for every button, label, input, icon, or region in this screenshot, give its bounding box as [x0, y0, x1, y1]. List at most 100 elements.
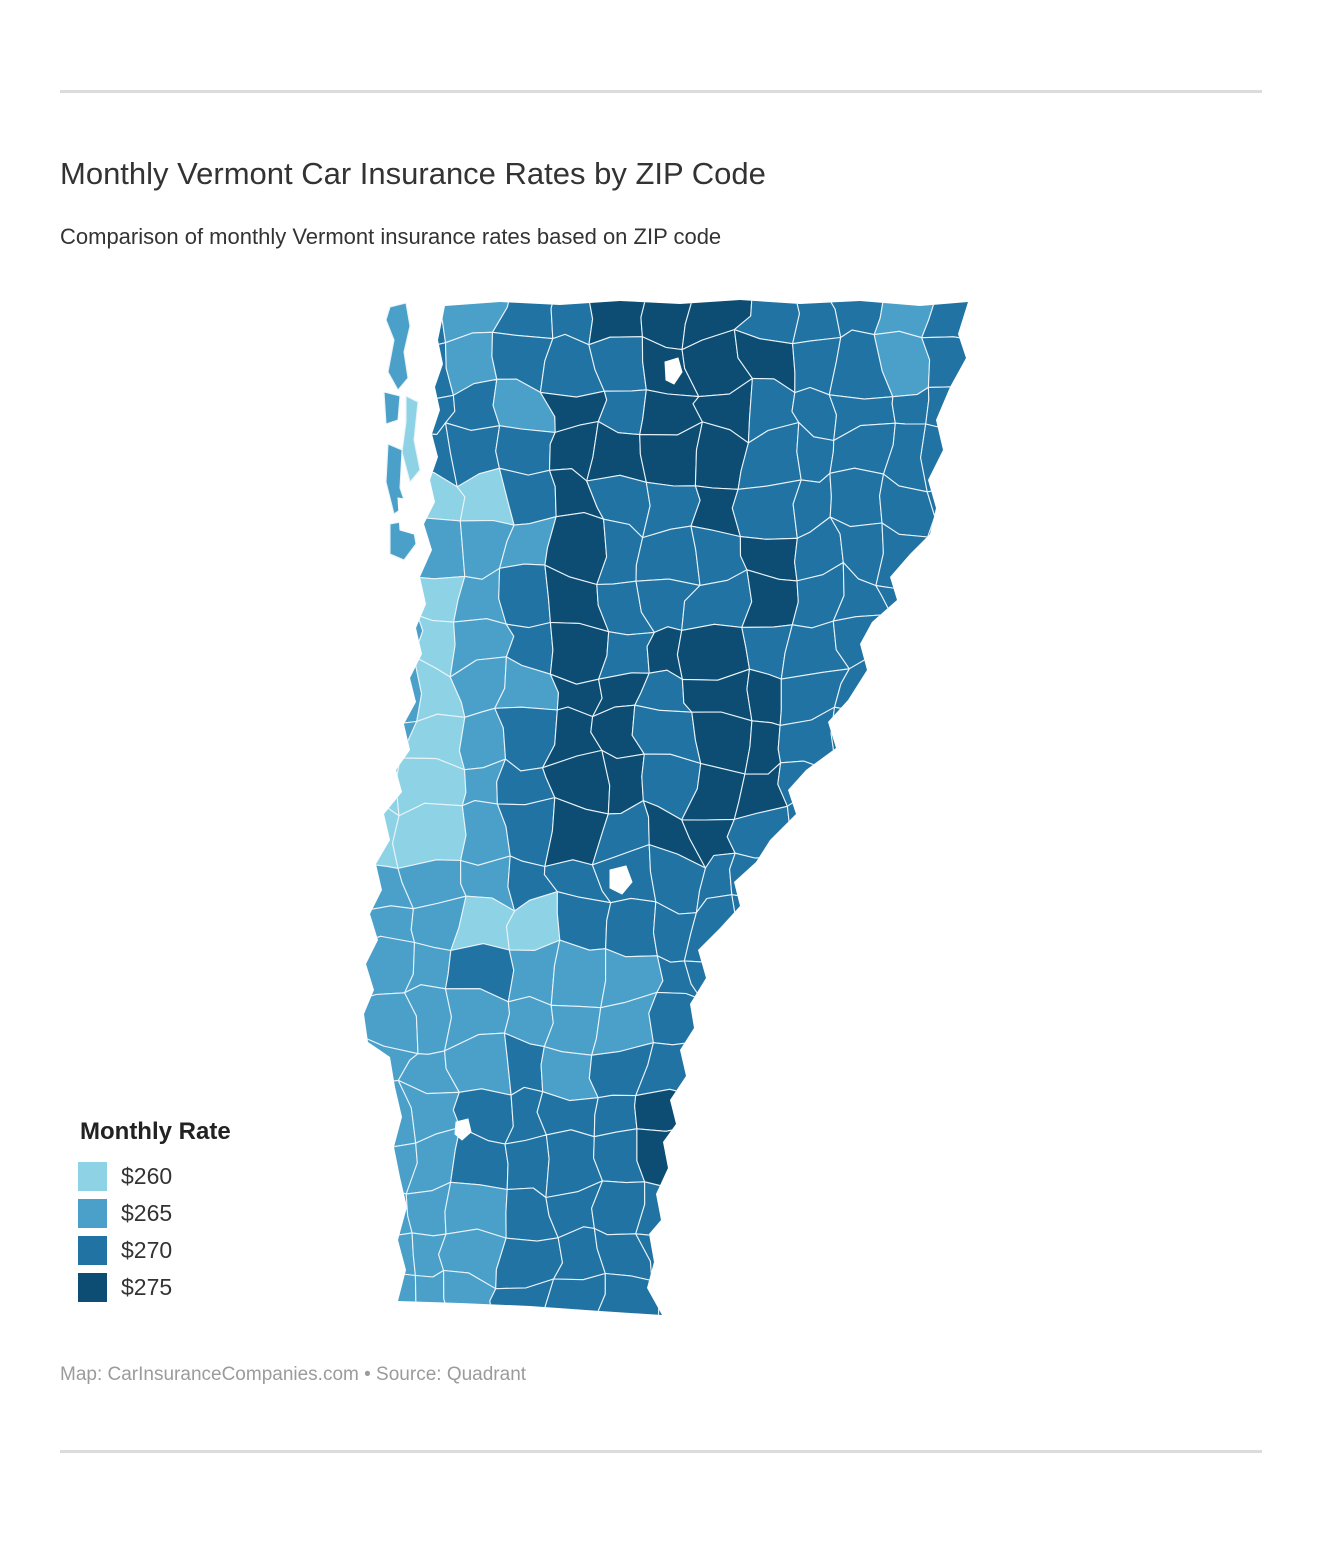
zip-region[interactable]: [880, 1137, 937, 1189]
zip-region[interactable]: [928, 1268, 980, 1327]
zip-region[interactable]: [731, 893, 790, 964]
zip-region[interactable]: [890, 1270, 939, 1328]
zip-region[interactable]: [878, 657, 944, 710]
zip-region[interactable]: [735, 1134, 790, 1189]
zip-region[interactable]: [491, 292, 557, 340]
zip-region[interactable]: [829, 467, 885, 528]
zip-region[interactable]: [830, 796, 881, 869]
island-region[interactable]: [383, 391, 401, 425]
zip-region[interactable]: [925, 863, 980, 913]
island-region[interactable]: [401, 395, 421, 483]
zip-region[interactable]: [935, 1174, 980, 1244]
zip-region[interactable]: [734, 1034, 792, 1091]
zip-region[interactable]: [788, 1186, 840, 1242]
zip-region[interactable]: [925, 380, 980, 432]
zip-region[interactable]: [689, 1089, 750, 1138]
zip-region[interactable]: [927, 514, 980, 584]
zip-region[interactable]: [876, 889, 941, 959]
zip-region[interactable]: [778, 1037, 843, 1088]
zip-region[interactable]: [830, 756, 894, 811]
zip-region[interactable]: [889, 613, 926, 667]
zip-region[interactable]: [735, 1179, 795, 1242]
zip-region[interactable]: [734, 1081, 786, 1141]
zip-region[interactable]: [634, 1088, 705, 1132]
zip-region[interactable]: [826, 890, 892, 964]
zip-region[interactable]: [686, 1235, 756, 1289]
zip-region[interactable]: [832, 987, 882, 1050]
zip-region[interactable]: [828, 1178, 893, 1245]
zip-region[interactable]: [781, 856, 837, 906]
zip-region[interactable]: [544, 1272, 606, 1328]
zip-region[interactable]: [925, 757, 980, 819]
zip-region[interactable]: [696, 1040, 754, 1099]
zip-region[interactable]: [887, 1082, 935, 1146]
zip-region[interactable]: [830, 704, 894, 774]
zip-region[interactable]: [924, 576, 980, 633]
zip-region[interactable]: [790, 1231, 844, 1288]
zip-region[interactable]: [729, 852, 790, 899]
zip-region[interactable]: [779, 1125, 833, 1189]
zip-region[interactable]: [827, 1126, 898, 1188]
zip-region[interactable]: [935, 703, 980, 773]
vermont-choropleth-map[interactable]: [360, 292, 980, 1327]
zip-region[interactable]: [874, 863, 932, 894]
zip-region[interactable]: [921, 292, 980, 342]
zip-region[interactable]: [876, 947, 941, 1001]
zip-region[interactable]: [790, 1282, 848, 1328]
island-region[interactable]: [385, 302, 411, 391]
zip-region[interactable]: [934, 944, 980, 1000]
zip-region[interactable]: [919, 1126, 980, 1181]
zip-region[interactable]: [648, 991, 703, 1046]
zip-region[interactable]: [360, 1232, 416, 1277]
zip-region[interactable]: [874, 809, 931, 867]
zip-region[interactable]: [838, 1231, 895, 1292]
zip-region[interactable]: [832, 950, 882, 999]
zip-region[interactable]: [605, 897, 658, 958]
zip-region[interactable]: [781, 794, 837, 865]
zip-region[interactable]: [921, 336, 980, 388]
zip-region[interactable]: [543, 1004, 602, 1056]
zip-region[interactable]: [836, 1039, 889, 1088]
zip-region[interactable]: [495, 425, 556, 476]
zip-region[interactable]: [686, 1270, 749, 1327]
zip-region[interactable]: [731, 479, 802, 540]
zip-region[interactable]: [827, 1082, 898, 1146]
zip-region[interactable]: [686, 1126, 750, 1198]
zip-region[interactable]: [360, 750, 401, 817]
zip-region[interactable]: [879, 749, 937, 821]
zip-region[interactable]: [790, 987, 839, 1045]
zip-region[interactable]: [923, 618, 980, 667]
zip-region[interactable]: [738, 954, 796, 1005]
zip-region[interactable]: [746, 668, 782, 726]
zip-region[interactable]: [591, 1180, 646, 1236]
zip-region[interactable]: [878, 704, 944, 759]
zip-region[interactable]: [792, 292, 842, 345]
zip-region[interactable]: [360, 570, 419, 622]
zip-region[interactable]: [360, 655, 423, 728]
zip-region[interactable]: [826, 863, 892, 902]
zip-region[interactable]: [694, 994, 754, 1047]
zip-region[interactable]: [777, 760, 838, 807]
zip-region[interactable]: [776, 893, 843, 964]
zip-region[interactable]: [360, 612, 424, 668]
zip-region[interactable]: [880, 1179, 940, 1245]
zip-region[interactable]: [879, 991, 944, 1049]
zip-region[interactable]: [747, 1238, 795, 1285]
zip-region[interactable]: [925, 891, 980, 959]
zip-region[interactable]: [931, 1232, 980, 1273]
zip-region[interactable]: [498, 563, 551, 629]
zip-region[interactable]: [923, 658, 980, 713]
zip-region[interactable]: [740, 998, 799, 1047]
zip-region[interactable]: [925, 805, 980, 873]
zip-region[interactable]: [926, 475, 980, 538]
zip-region[interactable]: [676, 623, 751, 681]
zip-region[interactable]: [920, 423, 980, 493]
zip-region[interactable]: [777, 1081, 843, 1136]
zip-region[interactable]: [841, 1280, 897, 1327]
zip-region[interactable]: [686, 1179, 755, 1242]
zip-region[interactable]: [919, 1090, 980, 1145]
zip-region[interactable]: [392, 802, 467, 869]
zip-region[interactable]: [550, 939, 607, 1009]
zip-region[interactable]: [651, 1276, 693, 1327]
zip-region[interactable]: [360, 1271, 420, 1327]
